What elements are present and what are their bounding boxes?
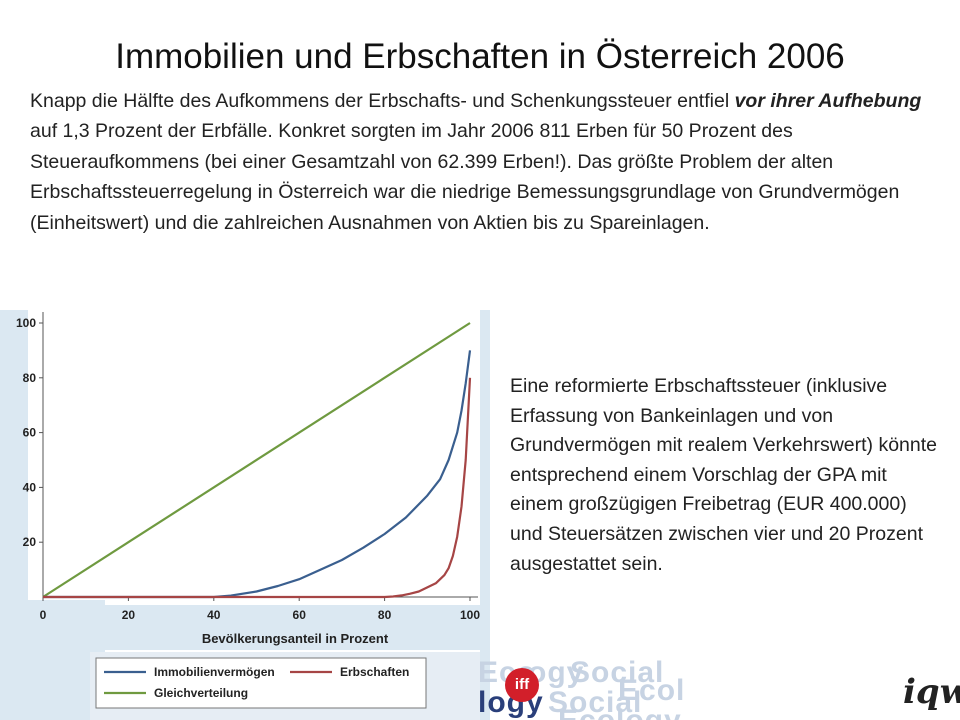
watermark-word: Social — [548, 686, 643, 719]
x-tick-label: 40 — [207, 608, 221, 622]
chart-bottom-panel — [0, 600, 105, 720]
series-line-immobilienvermgen — [43, 350, 472, 599]
lorenz-chart: 20 40 60 80 100 0 20 40 60 80 100 Bevölkerungsante… — [0, 310, 490, 720]
chart-lines — [42, 322, 472, 599]
intro-emphasis: vor ihrer Aufhebung — [734, 90, 922, 112]
chart-plot-area — [28, 310, 480, 600]
y-tick-label: 40 — [23, 480, 37, 494]
chart-left-panel — [0, 310, 28, 620]
watermark-word: Social — [570, 660, 665, 689]
y-tick-label: 60 — [23, 426, 37, 440]
intro-text-2: auf 1,3 Prozent der Erbfälle. Konkret so… — [30, 120, 900, 234]
x-axis-label: Bevölkerungsanteil in Prozent — [202, 631, 389, 646]
intro-paragraph: Knapp die Hälfte des Aufkommens der Erbs… — [30, 86, 942, 238]
series-line-gleichverteilung — [42, 322, 471, 598]
legend-box — [95, 657, 427, 709]
x-tick-label: 100 — [460, 608, 480, 622]
series-line-erbschaften — [43, 377, 472, 599]
legend-label: Gleichverteilung — [154, 686, 248, 700]
y-tick-label: 20 — [23, 535, 37, 549]
x-tick-label: 80 — [378, 608, 392, 622]
chart-legend: Immobilienvermögen Erbschaften Gleichverte… — [95, 657, 427, 709]
slide-title: Immobilien und Erbschaften in Österreich… — [115, 37, 845, 77]
iff-logo: iff — [505, 668, 539, 702]
intro-text-1: Knapp die Hälfte des Aufkommens der Erbs… — [30, 90, 735, 112]
chart-tick-panel — [105, 605, 480, 650]
chart-right-panel — [480, 310, 490, 720]
x-tick-label: 60 — [293, 608, 307, 622]
legend-label: Erbschaften — [340, 665, 409, 679]
side-paragraph: Eine reformierte Erbschaftssteuer (inklu… — [510, 375, 938, 575]
x-tick-label: 0 — [40, 608, 47, 622]
y-tick-label: 80 — [23, 371, 37, 385]
watermark-word: Ecol — [618, 674, 686, 707]
x-tick-label: 20 — [122, 608, 136, 622]
legend-label: Immobilienvermögen — [154, 665, 275, 679]
iqw-logo: iqw — [903, 672, 960, 712]
y-tick-label: 100 — [16, 316, 36, 330]
